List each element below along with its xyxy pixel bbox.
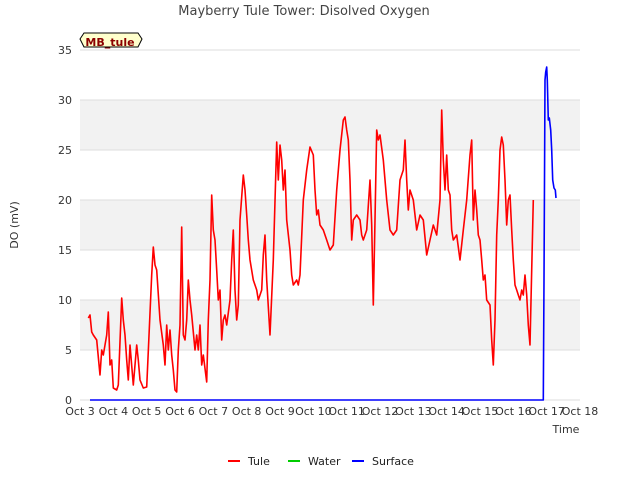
plot-band (80, 100, 580, 150)
series-lines (87, 66, 557, 401)
x-tick-label: Oct 17 (528, 405, 565, 418)
plot-band (80, 350, 580, 400)
x-tick-label: Oct 9 (265, 405, 295, 418)
y-tick-label: 25 (58, 144, 72, 157)
y-tick-label: 15 (58, 244, 72, 257)
x-tick-label: Oct 15 (462, 405, 499, 418)
x-tick-label: Oct 4 (99, 405, 129, 418)
y-tick-label: 35 (58, 44, 72, 57)
y-axis-label: DO (mV) (8, 201, 21, 248)
y-tick-label: 0 (65, 394, 72, 407)
x-tick-label: Oct 18 (562, 405, 599, 418)
series-line-tule (87, 109, 535, 393)
plot-band (80, 50, 580, 100)
x-tick-label: Oct 13 (395, 405, 432, 418)
x-tick-label: Oct 5 (132, 405, 162, 418)
plot-band (80, 150, 580, 200)
y-tick-label: 20 (58, 194, 72, 207)
station-badge: MB_tule (79, 32, 143, 49)
badge-shape (79, 32, 143, 48)
x-axis-label: Time (552, 423, 580, 436)
chart-title: Mayberry Tule Tower: Disolved Oxygen (178, 4, 429, 19)
x-tick-label: Oct 16 (495, 405, 532, 418)
legend: Tule Water Surface (228, 455, 414, 468)
series-line-surface (90, 66, 557, 401)
y-tick-label: 30 (58, 94, 72, 107)
x-tick-label: Oct 11 (328, 405, 365, 418)
x-tick-label: Oct 6 (165, 405, 195, 418)
x-tick-label: Oct 3 (65, 405, 95, 418)
legend-label-water: Water (308, 455, 341, 468)
legend-label-tule: Tule (247, 455, 270, 468)
y-tick-label: 10 (58, 294, 72, 307)
legend-label-surface: Surface (372, 455, 414, 468)
x-tick-label: Oct 12 (362, 405, 399, 418)
x-tick-label: Oct 7 (199, 405, 229, 418)
x-tick-labels: Oct 3 Oct 4 Oct 5 Oct 6 Oct 7 Oct 8 Oct 9 Oct 1… (65, 405, 598, 418)
badge-label: MB_tule (85, 36, 134, 49)
x-tick-label: Oct 14 (428, 405, 465, 418)
plot-background (80, 50, 580, 400)
x-tick-label: Oct 10 (295, 405, 332, 418)
y-tick-labels: 0 5 10 15 20 25 30 35 (58, 44, 72, 407)
y-tick-label: 5 (65, 344, 72, 357)
plot-band (80, 300, 580, 350)
x-tick-label: Oct 8 (232, 405, 262, 418)
plot-band (80, 200, 580, 250)
